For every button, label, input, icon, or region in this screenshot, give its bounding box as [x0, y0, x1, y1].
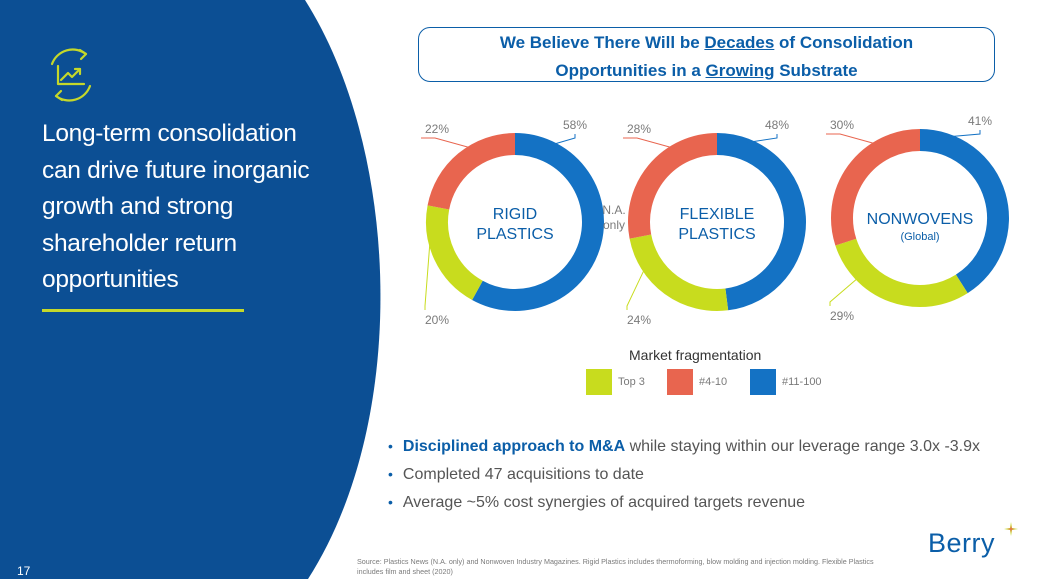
title-line: shareholder return: [42, 229, 237, 257]
headline-text: of Consolidation: [774, 33, 914, 52]
pct-label-4-10: 22%: [425, 122, 449, 136]
chart-note-label: N.A.: [602, 203, 625, 217]
legend-swatch: [586, 369, 612, 395]
pct-label-11-100: 48%: [765, 118, 789, 132]
donut-segment-4-10: [628, 133, 718, 239]
bullet-list: • Disciplined approach to M&A while stayi…: [388, 432, 1038, 516]
bullet-item: • Disciplined approach to M&A while stayi…: [388, 432, 1038, 460]
bullet-emphasis: Disciplined approach to M&A: [402, 438, 626, 455]
headline-text: Opportunities in a: [555, 61, 706, 80]
page-number: 17: [17, 564, 31, 578]
donut-segment-top3: [426, 205, 484, 300]
pct-label-4-10: 28%: [627, 122, 651, 136]
leader-line: [550, 134, 576, 146]
chart-name-label: PLASTICS: [678, 226, 755, 243]
leader-line: [421, 137, 473, 149]
bullet-text: Completed 47 acquisitions to date: [402, 466, 644, 483]
chart-name-label: FLEXIBLE: [680, 206, 755, 223]
bullet-item: • Average ~5% cost synergies of acquired …: [388, 488, 1038, 516]
legend-item-4-10: #4-10: [667, 369, 727, 395]
legend-swatch: [667, 369, 693, 395]
donut-segment-4-10: [427, 133, 516, 210]
pct-label-11-100: 58%: [563, 118, 587, 132]
headline-emphasis: Growing: [705, 61, 775, 80]
leader-line: [747, 134, 778, 144]
logo-text: Berry: [928, 528, 996, 558]
chart-name-label: NONWOVENS: [867, 211, 974, 228]
title-line: opportunities: [42, 266, 179, 293]
bullet-dot-icon: •: [388, 466, 393, 482]
left-title: Long-term consolidation can drive future…: [42, 116, 362, 299]
leader-line: [826, 133, 878, 145]
headline-emphasis: Decades: [704, 33, 775, 52]
leader-line: [424, 232, 432, 310]
bullet-text: Average ~5% cost synergies of acquired t…: [402, 494, 806, 511]
leader-line: [945, 130, 981, 138]
chart-sublabel: (Global): [900, 231, 939, 243]
bullet-dot-icon: •: [388, 494, 393, 510]
berry-logo: Berry: [928, 522, 1028, 574]
donut-segment-11-100: [716, 133, 806, 311]
donut-segment-11-100: [919, 129, 1009, 294]
donut-segment-11-100: [472, 133, 604, 311]
legend-label: Top 3: [618, 376, 645, 388]
headline-line-1: We Believe There Will be Decades of Cons…: [419, 29, 994, 57]
pct-label-4-10: 30%: [830, 118, 854, 132]
title-underline: [42, 309, 244, 312]
legend-title: Market fragmentation: [629, 347, 762, 363]
pct-label-top3: 20%: [425, 313, 449, 327]
growth-chart-icon: [50, 48, 92, 102]
legend-swatch: [750, 369, 776, 395]
title-line: can drive future inorganic: [42, 156, 310, 184]
donut-segment-4-10: [831, 129, 921, 246]
pct-label-top3: 24%: [627, 313, 651, 327]
source-note: Source: Plastics News (N.A. only) and No…: [357, 557, 874, 576]
donut-segment-top3: [629, 234, 729, 311]
pct-label-top3: 29%: [830, 309, 854, 323]
chart-name-label: PLASTICS: [476, 226, 553, 243]
leader-line: [623, 137, 675, 149]
headline-text: Substrate: [774, 61, 858, 80]
legend-item-11-100: #11-100: [750, 369, 822, 395]
bullet-dot-icon: •: [388, 438, 393, 454]
legend-item-top3: Top 3: [586, 369, 645, 395]
donut-segment-top3: [835, 238, 968, 307]
logo-star-icon: [1004, 522, 1018, 536]
leader-line: [626, 267, 646, 310]
title-line: growth and strong: [42, 193, 234, 220]
legend-label: #11-100: [782, 376, 822, 388]
headline-line-2: Opportunities in a Growing Substrate: [419, 57, 994, 85]
legend-label: #4-10: [699, 376, 728, 388]
headline-box: We Believe There Will be Decades of Cons…: [418, 27, 995, 82]
headline-text: We Believe There Will be: [499, 33, 705, 52]
chart-note-label: only: [603, 218, 625, 232]
chart-name-label: RIGID: [493, 206, 537, 223]
pct-label-11-100: 41%: [968, 114, 992, 128]
title-line: Long-term consolidation: [42, 120, 297, 147]
leader-line: [829, 276, 860, 306]
bullet-text: while staying within our leverage range …: [625, 438, 981, 455]
bullet-item: • Completed 47 acquisitions to date: [388, 460, 1038, 488]
